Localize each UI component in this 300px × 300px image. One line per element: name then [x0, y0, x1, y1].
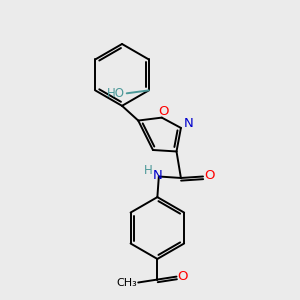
Text: N: N — [183, 117, 193, 130]
Text: HO: HO — [107, 87, 125, 100]
Text: N: N — [153, 169, 163, 182]
Text: O: O — [178, 269, 188, 283]
Text: H: H — [144, 164, 153, 177]
Text: CH₃: CH₃ — [116, 278, 137, 288]
Text: O: O — [204, 169, 215, 182]
Text: O: O — [158, 105, 169, 118]
